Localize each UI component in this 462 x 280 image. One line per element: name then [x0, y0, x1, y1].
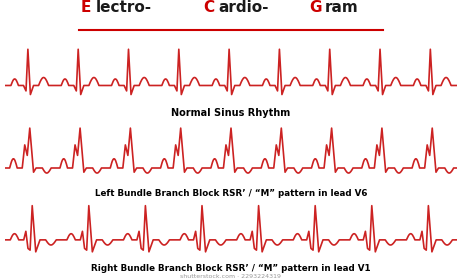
Text: lectro-: lectro-: [96, 0, 152, 15]
Text: Right Bundle Branch Block RSR’ / “M” pattern in lead V1: Right Bundle Branch Block RSR’ / “M” pat…: [91, 264, 371, 273]
Text: G: G: [310, 0, 322, 15]
Text: Left Bundle Branch Block RSR’ / “M” pattern in lead V6: Left Bundle Branch Block RSR’ / “M” patt…: [95, 189, 367, 198]
Text: ram: ram: [325, 0, 359, 15]
Text: Normal Sinus Rhythm: Normal Sinus Rhythm: [171, 108, 291, 118]
Text: shutterstock.com · 2293224319: shutterstock.com · 2293224319: [181, 274, 281, 279]
Text: C: C: [203, 0, 214, 15]
Text: E: E: [81, 0, 91, 15]
Text: ardio-: ardio-: [218, 0, 268, 15]
